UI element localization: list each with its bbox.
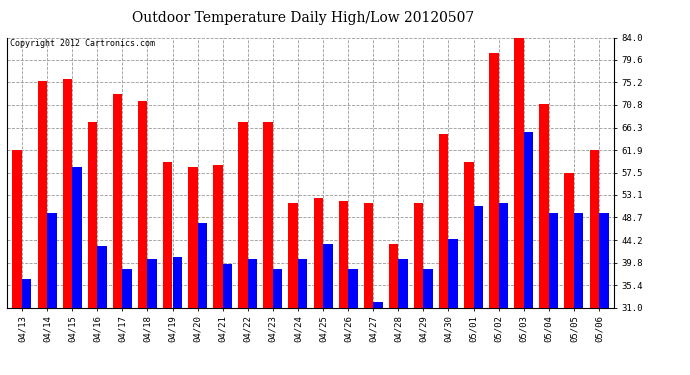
Bar [514, 35, 524, 308]
Bar [88, 122, 97, 308]
Bar [163, 162, 172, 308]
Bar [574, 213, 584, 308]
Bar [524, 132, 533, 308]
Bar [298, 259, 308, 308]
Bar [248, 259, 257, 308]
Bar [339, 201, 348, 308]
Bar [348, 269, 357, 308]
Bar [323, 244, 333, 308]
Bar [499, 203, 509, 308]
Bar [22, 279, 32, 308]
Bar [473, 206, 483, 308]
Bar [213, 165, 223, 308]
Bar [549, 213, 558, 308]
Bar [12, 150, 22, 308]
Bar [414, 203, 424, 308]
Bar [439, 134, 449, 308]
Bar [313, 198, 323, 308]
Bar [589, 150, 599, 308]
Text: Copyright 2012 Cartronics.com: Copyright 2012 Cartronics.com [10, 39, 155, 48]
Bar [489, 53, 499, 307]
Bar [238, 122, 248, 308]
Bar [448, 239, 458, 308]
Bar [148, 259, 157, 308]
Bar [540, 104, 549, 308]
Bar [172, 256, 182, 307]
Bar [47, 213, 57, 308]
Bar [72, 167, 81, 308]
Bar [288, 203, 298, 308]
Bar [112, 93, 122, 308]
Bar [564, 172, 574, 308]
Bar [424, 269, 433, 308]
Bar [464, 162, 473, 308]
Bar [599, 213, 609, 308]
Bar [398, 259, 408, 308]
Bar [188, 167, 197, 308]
Bar [37, 81, 47, 308]
Bar [223, 264, 233, 308]
Bar [197, 224, 207, 308]
Bar [273, 269, 282, 308]
Bar [373, 302, 383, 307]
Text: Outdoor Temperature Daily High/Low 20120507: Outdoor Temperature Daily High/Low 20120… [132, 11, 475, 25]
Bar [138, 101, 148, 308]
Bar [97, 246, 107, 308]
Bar [122, 269, 132, 308]
Bar [388, 244, 398, 308]
Bar [364, 203, 373, 308]
Bar [63, 79, 72, 308]
Bar [264, 122, 273, 308]
